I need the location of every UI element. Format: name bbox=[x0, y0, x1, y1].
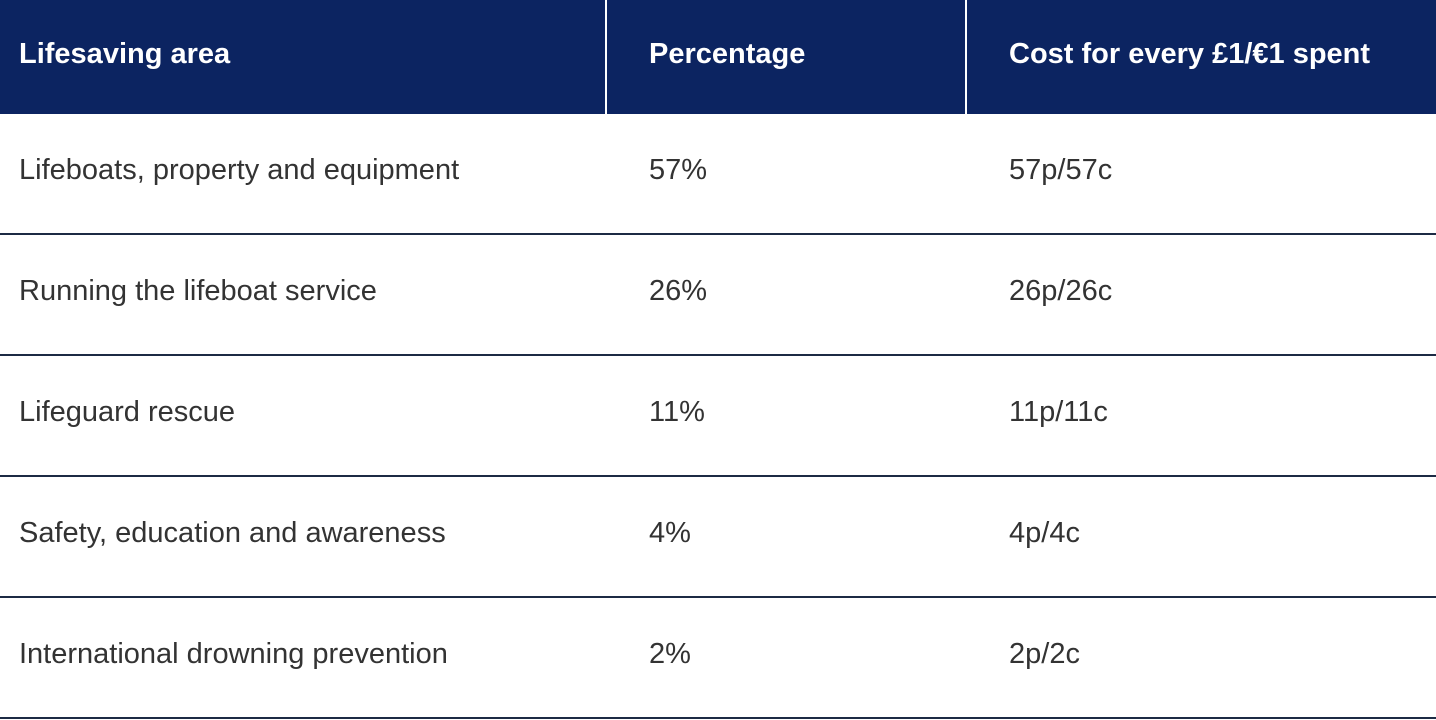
table-header-row: Lifesaving area Percentage Cost for ever… bbox=[0, 0, 1436, 114]
table-row: Safety, education and awareness 4% 4p/4c bbox=[0, 477, 1436, 598]
column-header-lifesaving-area: Lifesaving area bbox=[0, 0, 607, 114]
cell-percentage: 4% bbox=[607, 477, 967, 596]
cell-percentage: 57% bbox=[607, 114, 967, 233]
cell-lifesaving-area: International drowning prevention bbox=[0, 598, 607, 717]
table-row: International drowning prevention 2% 2p/… bbox=[0, 598, 1436, 719]
column-header-cost: Cost for every £1/€1 spent bbox=[967, 0, 1436, 114]
table-row: Lifeguard rescue 11% 11p/11c bbox=[0, 356, 1436, 477]
cell-cost: 57p/57c bbox=[967, 114, 1436, 233]
cell-lifesaving-area: Lifeboats, property and equipment bbox=[0, 114, 607, 233]
table-row: Lifeboats, property and equipment 57% 57… bbox=[0, 114, 1436, 235]
cell-lifesaving-area: Lifeguard rescue bbox=[0, 356, 607, 475]
cell-cost: 4p/4c bbox=[967, 477, 1436, 596]
cell-cost: 26p/26c bbox=[967, 235, 1436, 354]
cell-percentage: 26% bbox=[607, 235, 967, 354]
cell-percentage: 11% bbox=[607, 356, 967, 475]
cell-cost: 2p/2c bbox=[967, 598, 1436, 717]
cell-cost: 11p/11c bbox=[967, 356, 1436, 475]
cell-percentage: 2% bbox=[607, 598, 967, 717]
table-row: Running the lifeboat service 26% 26p/26c bbox=[0, 235, 1436, 356]
column-header-percentage: Percentage bbox=[607, 0, 967, 114]
cell-lifesaving-area: Running the lifeboat service bbox=[0, 235, 607, 354]
cell-lifesaving-area: Safety, education and awareness bbox=[0, 477, 607, 596]
